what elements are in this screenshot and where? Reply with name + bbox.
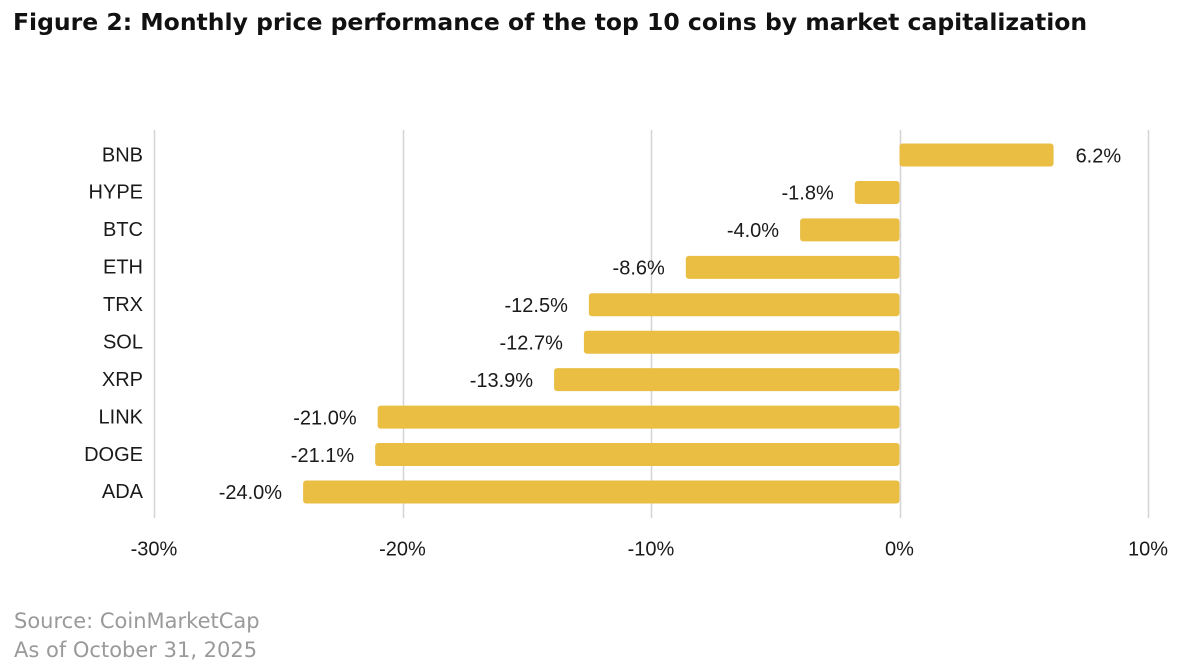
category-label: HYPE — [89, 182, 143, 204]
bar-doge — [375, 443, 900, 467]
bar-bnb — [899, 143, 1054, 167]
data-label: -21.1% — [291, 445, 355, 467]
category-label: DOGE — [84, 444, 143, 466]
data-label: -24.0% — [219, 482, 283, 504]
bar-sol — [583, 330, 900, 354]
category-label: XRP — [102, 369, 143, 391]
bar-btc — [800, 218, 900, 242]
bar-xrp — [554, 368, 900, 392]
data-label: -4.0% — [727, 220, 779, 242]
date-note: As of October 31, 2025 — [14, 638, 258, 662]
bar-chart: BNB HYPE BTC ETH TRX SOL XRP LINK DOGE ADA 6.2% -1… — [84, 130, 1169, 560]
chart-title: Figure 2: Monthly price performance of t… — [13, 8, 1088, 36]
category-label: BTC — [103, 219, 143, 241]
category-label: TRX — [103, 294, 143, 316]
bar-hype — [854, 180, 900, 204]
bar-trx — [588, 293, 900, 317]
x-tick-label: 0% — [885, 538, 914, 560]
bars — [303, 143, 1054, 504]
category-label: ETH — [103, 257, 143, 279]
category-label: LINK — [99, 406, 144, 428]
x-axis-tick-labels: -30% -20% -10% 0% 10% — [131, 538, 1169, 560]
category-labels: BNB HYPE BTC ETH TRX SOL XRP LINK DOGE ADA — [84, 144, 144, 503]
value-labels: 6.2% -1.8%-4.0% -8.6% -12.5% -12.7% -13.9% -21… — [219, 145, 1122, 504]
category-label: SOL — [103, 331, 143, 353]
data-label: -12.7% — [500, 332, 564, 354]
data-label: -1.8% — [782, 183, 834, 205]
data-label: -21.0% — [293, 407, 357, 429]
x-tick-label: -30% — [131, 538, 178, 560]
bar-ada — [303, 480, 900, 504]
bar-eth — [685, 255, 900, 279]
data-label: -12.5% — [505, 295, 569, 317]
source-note: Source: CoinMarketCap — [14, 609, 260, 633]
data-label: -8.6% — [613, 258, 665, 280]
x-tick-label: -10% — [628, 538, 675, 560]
category-label: ADA — [102, 481, 144, 503]
category-label: BNB — [102, 144, 143, 166]
x-tick-label: -20% — [379, 538, 426, 560]
data-label: -13.9% — [470, 370, 534, 392]
x-tick-label: 10% — [1128, 538, 1168, 560]
bar-link — [377, 405, 900, 429]
data-label: 6.2% — [1076, 145, 1122, 167]
